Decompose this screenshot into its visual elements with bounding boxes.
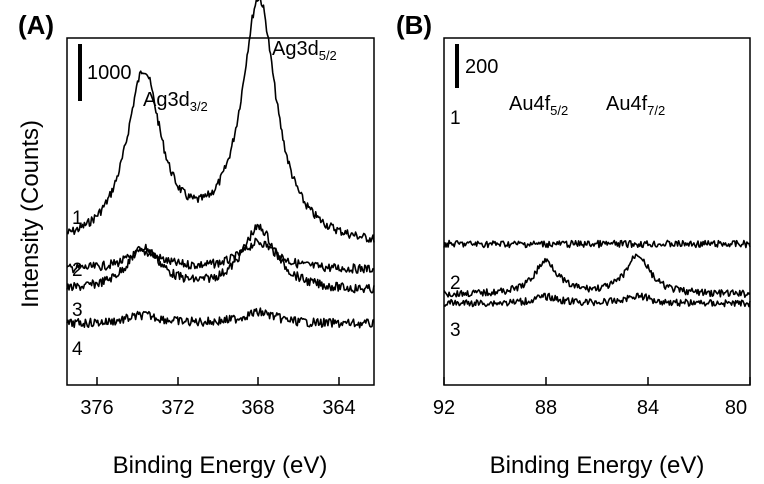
- panel-a-frame: [66, 37, 375, 386]
- spectrum-trace-a3: [66, 223, 375, 294]
- x-tick-label-a-364: 364: [322, 397, 355, 419]
- panel-b-scale-label: 200: [465, 56, 498, 78]
- peak-label-ag3d32-base: Ag3d: [143, 89, 190, 111]
- panel-b-frame: [443, 37, 751, 386]
- panel-a-scale-label: 1000: [87, 62, 132, 84]
- panel-a: (A) 1000 Ag3d3/2 Ag3d5/2 1 2 3 4 376 372…: [18, 0, 375, 479]
- trace-number-b1: 1: [450, 108, 461, 129]
- spectrum-trace-b1: [443, 239, 751, 249]
- trace-number-b3: 3: [450, 320, 461, 341]
- peak-label-ag3d32-sub: 3/2: [190, 99, 208, 114]
- panel-b: (B) 200 Au4f5/2 Au4f7/2 1 2 3 92 88 84 8…: [396, 10, 751, 479]
- x-tick-label-a-372: 372: [161, 397, 194, 419]
- panel-b-x-axis-title: Binding Energy (eV): [490, 452, 705, 479]
- panel-a-x-ticks: 376 372 368 364: [80, 377, 356, 419]
- spectrum-trace-a2: [66, 237, 375, 274]
- trace-number-a3: 3: [72, 300, 83, 321]
- trace-number-a4: 4: [72, 339, 83, 360]
- x-tick-label-b-88: 88: [535, 397, 557, 419]
- panel-a-trace-numbers: 1 2 3 4: [72, 208, 83, 360]
- panel-b-label: (B): [396, 10, 432, 40]
- spectrum-trace-a4: [66, 307, 375, 329]
- spectrum-trace-a1: [66, 0, 375, 243]
- x-tick-label-a-368: 368: [241, 397, 274, 419]
- x-tick-label-b-92: 92: [433, 397, 455, 419]
- x-tick-label-b-80: 80: [725, 397, 747, 419]
- peak-label-ag3d52-base: Ag3d: [272, 38, 319, 60]
- panel-b-x-ticks: 92 88 84 80: [433, 377, 751, 419]
- trace-number-a1: 1: [72, 208, 83, 229]
- peak-label-au4f72: Au4f7/2: [606, 93, 665, 118]
- peak-label-au4f52-base: Au4f: [509, 93, 551, 115]
- trace-number-a2: 2: [72, 260, 83, 281]
- x-tick-label-a-376: 376: [80, 397, 113, 419]
- y-axis-title: Intensity (Counts): [17, 120, 44, 308]
- spectrum-trace-b2: [443, 253, 751, 299]
- spectrum-trace-b3: [443, 292, 751, 308]
- peak-label-ag3d52-sub: 5/2: [319, 48, 337, 63]
- panel-a-label: (A): [18, 10, 54, 40]
- peak-label-ag3d52: Ag3d5/2: [272, 38, 337, 63]
- panel-a-traces: [66, 0, 375, 329]
- panel-b-traces: [443, 239, 751, 308]
- peak-label-au4f72-base: Au4f: [606, 93, 648, 115]
- peak-label-au4f52-sub: 5/2: [550, 103, 568, 118]
- panel-a-x-axis-title: Binding Energy (eV): [113, 452, 328, 479]
- peak-label-au4f72-sub: 7/2: [647, 103, 665, 118]
- trace-number-b2: 2: [450, 273, 461, 294]
- panel-b-trace-numbers: 1 2 3: [450, 108, 461, 341]
- peak-label-au4f52: Au4f5/2: [509, 93, 568, 118]
- x-tick-label-b-84: 84: [637, 397, 659, 419]
